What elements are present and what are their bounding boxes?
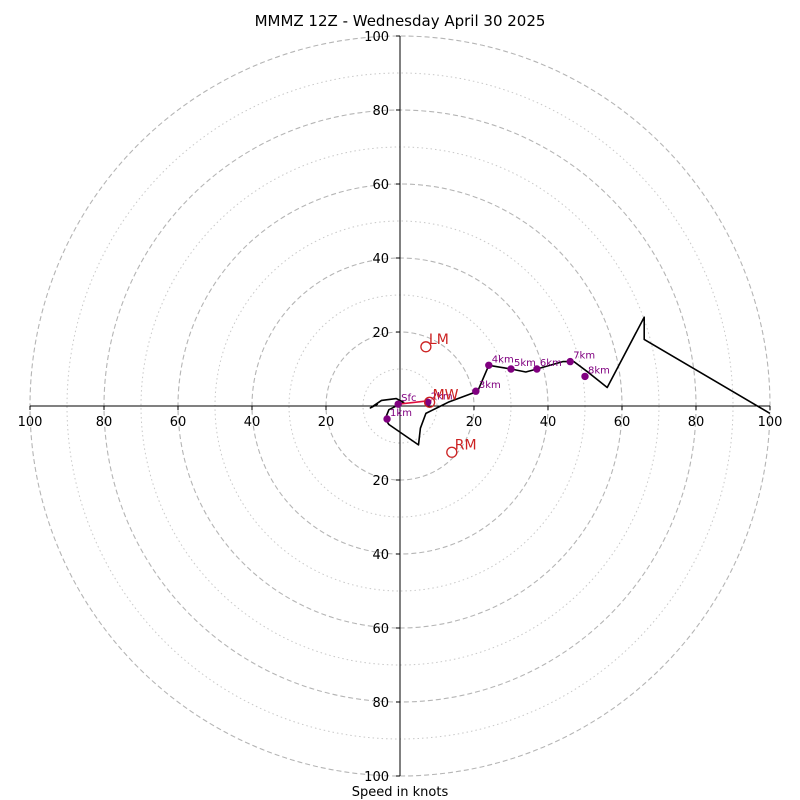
height-marker-point xyxy=(394,400,402,408)
y-tick-label: 40 xyxy=(372,548,389,563)
x-tick-label: 60 xyxy=(614,415,631,430)
height-marker-label: 5km xyxy=(514,358,536,369)
height-marker-label: Sfc xyxy=(401,393,416,404)
x-tick-label: 20 xyxy=(466,415,483,430)
y-tick-label: 20 xyxy=(372,474,389,489)
y-tick-label: 60 xyxy=(372,622,389,637)
height-marker-label: 7km xyxy=(573,351,595,362)
y-tick-label: 100 xyxy=(364,30,389,45)
height-marker-point xyxy=(472,387,480,395)
y-tick-label: 60 xyxy=(372,178,389,193)
storm-motion-point xyxy=(420,341,432,353)
height-marker-point xyxy=(581,372,589,381)
storm-motion-point xyxy=(423,396,436,408)
x-tick-label: 100 xyxy=(18,415,43,430)
storm-motion-point xyxy=(446,446,458,458)
height-marker-point xyxy=(507,365,515,373)
height-marker-point xyxy=(566,357,574,366)
y-tick-label: 20 xyxy=(372,326,389,341)
x-tick-label: 40 xyxy=(244,415,261,430)
storm-motion-label: LM xyxy=(429,332,449,348)
height-marker-label: 8km xyxy=(588,365,610,376)
chart-title: MMMZ 12Z - Wednesday April 30 2025 xyxy=(255,12,546,30)
y-tick-label: 80 xyxy=(372,696,389,711)
height-marker-label: 3km xyxy=(479,380,501,391)
y-tick-label: 40 xyxy=(372,252,389,267)
x-tick-label: 80 xyxy=(96,415,113,430)
height-marker-label: 1km xyxy=(390,408,412,419)
storm-motion-label: MW xyxy=(433,387,459,403)
x-tick-label: 80 xyxy=(688,415,705,430)
x-tick-label: 60 xyxy=(170,415,187,430)
height-marker-point xyxy=(383,415,391,423)
height-marker-point xyxy=(533,365,541,373)
x-axis-label: Speed in knots xyxy=(352,785,449,800)
height-marker-label: 4km xyxy=(492,354,514,365)
height-marker-label: 2km xyxy=(431,391,453,402)
height-marker-label: 6km xyxy=(540,358,562,369)
height-marker-point xyxy=(485,361,493,369)
height-markers: Sfc 1km 2km 3km 4km 5km 6km 7km 8km xyxy=(383,351,610,423)
x-tick-label: 40 xyxy=(540,415,557,430)
storm-motion-markers: LM MW RM xyxy=(420,332,477,458)
x-tick-label: 100 xyxy=(758,415,783,430)
tick-labels: 100 80 60 40 20 20 40 60 80 100 100 80 60 40 20 20 40 60 8… xyxy=(18,30,783,785)
y-tick-label: 80 xyxy=(372,104,389,119)
y-tick-label: 100 xyxy=(364,770,389,785)
x-tick-label: 20 xyxy=(318,415,335,430)
storm-motion-label: RM xyxy=(455,437,477,453)
